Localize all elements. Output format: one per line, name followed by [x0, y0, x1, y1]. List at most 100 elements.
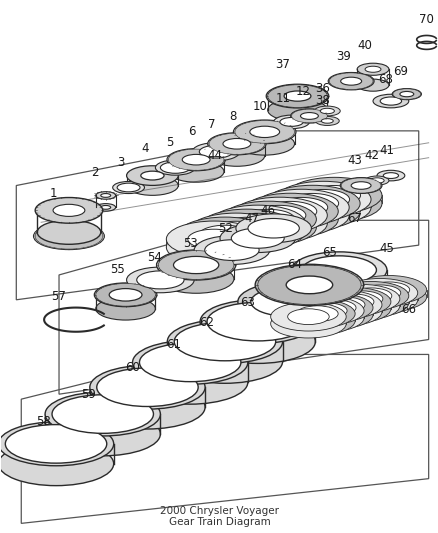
Ellipse shape [141, 171, 164, 180]
Ellipse shape [297, 293, 372, 322]
Ellipse shape [182, 155, 209, 165]
Ellipse shape [132, 360, 247, 404]
Text: 41: 41 [378, 144, 393, 157]
Ellipse shape [340, 178, 380, 193]
Ellipse shape [209, 221, 261, 241]
Ellipse shape [209, 205, 305, 241]
Ellipse shape [314, 294, 390, 323]
Ellipse shape [264, 201, 316, 221]
Text: 55: 55 [110, 263, 125, 277]
Ellipse shape [200, 320, 314, 364]
Ellipse shape [350, 282, 426, 311]
Ellipse shape [324, 292, 399, 320]
Ellipse shape [342, 278, 417, 307]
Text: 40: 40 [357, 39, 372, 52]
Ellipse shape [198, 225, 251, 245]
Text: 52: 52 [218, 222, 233, 235]
Ellipse shape [275, 197, 327, 217]
Ellipse shape [5, 425, 106, 463]
Ellipse shape [379, 97, 401, 105]
Ellipse shape [321, 119, 332, 123]
Ellipse shape [199, 146, 232, 158]
Ellipse shape [95, 204, 115, 211]
Ellipse shape [296, 306, 337, 321]
Text: 39: 39 [335, 50, 350, 63]
Ellipse shape [297, 189, 349, 209]
Ellipse shape [257, 265, 360, 304]
Ellipse shape [314, 116, 339, 125]
Ellipse shape [372, 94, 408, 108]
Ellipse shape [200, 300, 314, 344]
Ellipse shape [399, 92, 413, 97]
Ellipse shape [358, 285, 400, 301]
Ellipse shape [235, 214, 311, 243]
Ellipse shape [286, 177, 381, 214]
Ellipse shape [364, 66, 380, 72]
Ellipse shape [291, 270, 386, 306]
Ellipse shape [257, 285, 360, 325]
Text: 37: 37 [275, 58, 290, 71]
Ellipse shape [220, 209, 316, 245]
Ellipse shape [166, 149, 225, 171]
Ellipse shape [253, 205, 305, 225]
Text: 54: 54 [147, 251, 162, 263]
Ellipse shape [306, 290, 381, 319]
Text: 8: 8 [229, 110, 236, 124]
Ellipse shape [231, 205, 327, 241]
Ellipse shape [207, 302, 308, 341]
Text: 62: 62 [199, 316, 214, 329]
Ellipse shape [253, 197, 348, 233]
Ellipse shape [139, 343, 240, 382]
Ellipse shape [174, 322, 275, 361]
Ellipse shape [275, 189, 370, 225]
Ellipse shape [231, 228, 283, 248]
Ellipse shape [126, 176, 178, 195]
Text: 42: 42 [364, 149, 379, 162]
Ellipse shape [188, 213, 283, 249]
Ellipse shape [242, 193, 337, 230]
Ellipse shape [45, 412, 160, 456]
Ellipse shape [45, 392, 160, 436]
Ellipse shape [290, 109, 328, 123]
Ellipse shape [286, 276, 332, 294]
Text: 69: 69 [392, 64, 407, 78]
Text: 61: 61 [166, 338, 180, 351]
Ellipse shape [208, 133, 264, 155]
Ellipse shape [35, 223, 102, 249]
Ellipse shape [264, 185, 359, 222]
Ellipse shape [340, 77, 361, 85]
Text: 7: 7 [208, 118, 215, 132]
Ellipse shape [0, 442, 113, 486]
Ellipse shape [323, 297, 364, 313]
Ellipse shape [242, 201, 337, 237]
Ellipse shape [50, 229, 87, 243]
Ellipse shape [314, 106, 339, 116]
Ellipse shape [204, 240, 258, 261]
Ellipse shape [199, 209, 294, 245]
Ellipse shape [249, 126, 279, 138]
Ellipse shape [207, 133, 265, 155]
Ellipse shape [126, 267, 194, 293]
Ellipse shape [288, 296, 363, 325]
Ellipse shape [231, 197, 327, 233]
Ellipse shape [287, 309, 328, 325]
Ellipse shape [156, 250, 235, 280]
Ellipse shape [279, 306, 354, 335]
Text: 60: 60 [125, 361, 140, 374]
Ellipse shape [267, 99, 327, 122]
Ellipse shape [264, 193, 359, 230]
Ellipse shape [96, 368, 198, 407]
Ellipse shape [254, 264, 363, 305]
Text: 45: 45 [378, 241, 393, 255]
Text: 53: 53 [182, 237, 197, 249]
Text: 66: 66 [400, 303, 415, 316]
Ellipse shape [350, 288, 391, 304]
Ellipse shape [270, 302, 346, 331]
Ellipse shape [324, 285, 399, 313]
Ellipse shape [35, 198, 102, 223]
Ellipse shape [234, 120, 294, 143]
Ellipse shape [177, 225, 272, 261]
Ellipse shape [350, 276, 426, 304]
Ellipse shape [167, 320, 282, 364]
Ellipse shape [33, 223, 104, 249]
